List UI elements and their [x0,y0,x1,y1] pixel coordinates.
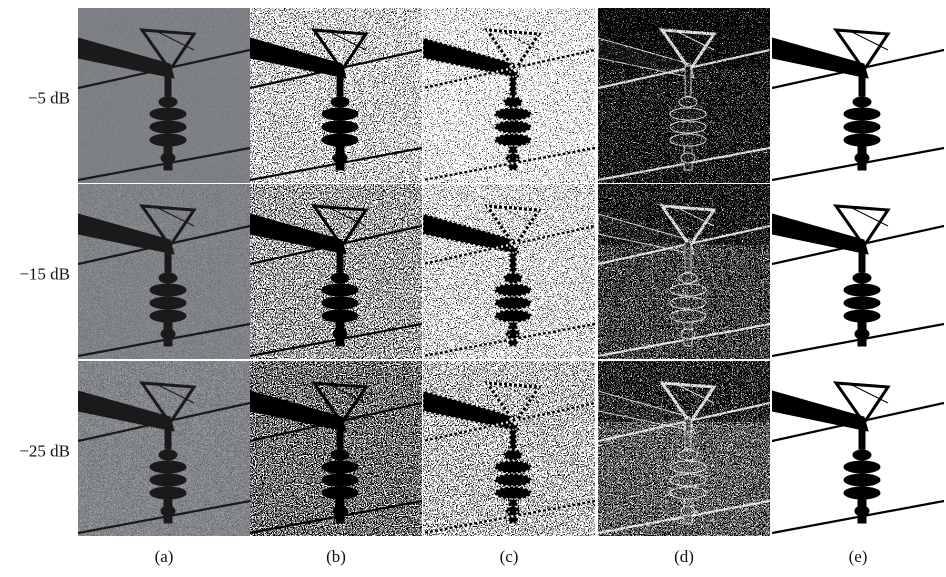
noise [423,361,595,536]
row-label: −25 dB [19,441,70,460]
noise [772,361,944,536]
noise [598,422,770,536]
column-label: (d) [674,547,694,566]
noise [598,69,770,183]
noise [598,184,770,245]
noise [423,184,595,359]
image-panel [78,8,250,183]
noise [598,8,770,69]
image-panel [598,361,770,536]
noise [250,8,422,183]
noise [598,361,770,422]
image-panel [250,8,422,183]
image-panel [772,184,944,359]
noise [423,8,595,183]
row-label: −15 dB [19,264,70,283]
image-panel [598,184,770,359]
image-panel [423,184,595,359]
image-panel [772,8,944,183]
image-panel [78,184,250,359]
image-panel [78,361,250,536]
image-panel [423,361,595,536]
figure: −5 dB −15 dB −25 dB (a) (b) (c) (d) (e) [0,0,946,572]
image-panel [250,184,422,359]
noise [250,184,422,359]
image-panel [772,361,944,536]
row-label: −5 dB [28,88,70,107]
noise [250,361,422,536]
column-label: (c) [500,547,519,566]
image-panel [423,8,595,183]
column-label: (b) [326,547,346,566]
image-panel [598,8,770,183]
noise [598,245,770,359]
page: {"row_labels": ["−5 dB", "−15 dB", "−25 … [0,0,946,572]
column-label: (a) [155,547,174,566]
image-panel [250,361,422,536]
column-label: (e) [849,547,868,566]
